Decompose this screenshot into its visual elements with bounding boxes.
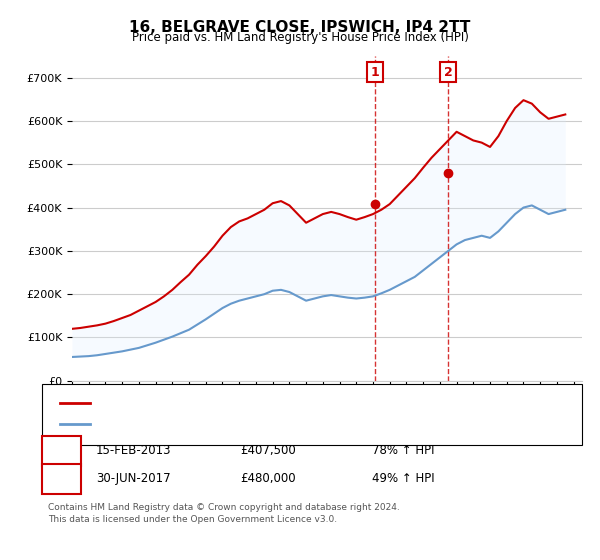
Text: 1: 1 [58, 444, 66, 458]
Text: Contains HM Land Registry data © Crown copyright and database right 2024.: Contains HM Land Registry data © Crown c… [48, 503, 400, 512]
Text: 16, BELGRAVE CLOSE, IPSWICH, IP4 2TT (detached house): 16, BELGRAVE CLOSE, IPSWICH, IP4 2TT (de… [96, 398, 398, 408]
Text: Price paid vs. HM Land Registry's House Price Index (HPI): Price paid vs. HM Land Registry's House … [131, 31, 469, 44]
Text: 1: 1 [371, 66, 379, 79]
Text: This data is licensed under the Open Government Licence v3.0.: This data is licensed under the Open Gov… [48, 515, 337, 524]
Text: HPI: Average price, detached house, Ipswich: HPI: Average price, detached house, Ipsw… [96, 419, 328, 429]
Text: 30-JUN-2017: 30-JUN-2017 [96, 472, 170, 486]
Text: 15-FEB-2013: 15-FEB-2013 [96, 444, 172, 458]
Text: 2: 2 [444, 66, 452, 79]
Text: 78% ↑ HPI: 78% ↑ HPI [372, 444, 434, 458]
Text: £480,000: £480,000 [240, 472, 296, 486]
Text: 16, BELGRAVE CLOSE, IPSWICH, IP4 2TT: 16, BELGRAVE CLOSE, IPSWICH, IP4 2TT [130, 20, 470, 35]
Text: £407,500: £407,500 [240, 444, 296, 458]
Text: 49% ↑ HPI: 49% ↑ HPI [372, 472, 434, 486]
Text: 2: 2 [58, 472, 66, 486]
